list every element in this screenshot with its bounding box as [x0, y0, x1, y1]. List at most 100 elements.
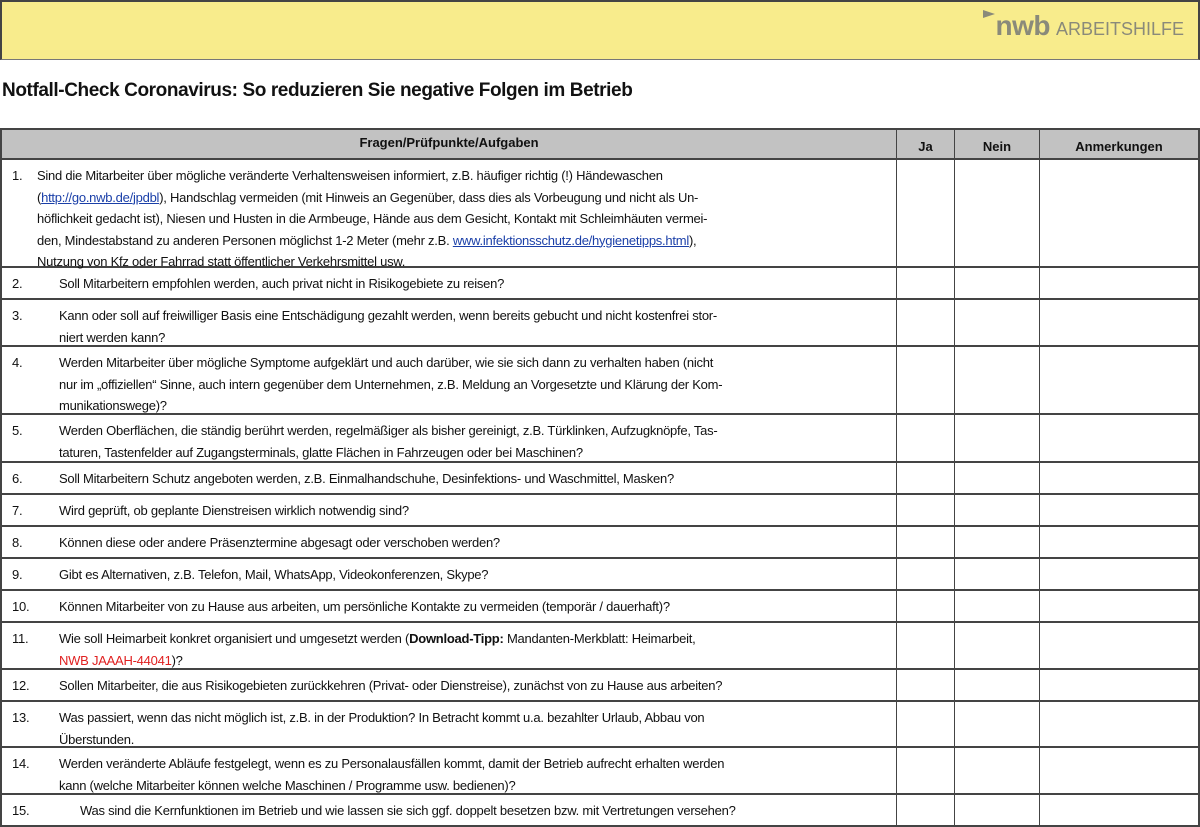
text-line: Werden veränderte Abläufe festgelegt, we… — [59, 753, 896, 775]
text-segment: Was sind die Kernfunktionen im Betrieb u… — [80, 803, 736, 818]
column-header-questions: Fragen/Prüfpunkte/Aufgaben — [2, 130, 897, 158]
anmerkungen-cell[interactable] — [1040, 463, 1198, 493]
ja-cell[interactable] — [897, 623, 955, 668]
ja-cell[interactable] — [897, 527, 955, 557]
question-text: Können diese oder andere Präsenztermine … — [2, 532, 896, 554]
anmerkungen-cell[interactable] — [1040, 795, 1198, 825]
question-text: Sind die Mitarbeiter über mögliche verän… — [2, 165, 896, 273]
text-line: Was sind die Kernfunktionen im Betrieb u… — [80, 800, 896, 822]
text-segment: Was passiert, wenn das nicht möglich ist… — [59, 710, 705, 725]
nein-cell[interactable] — [955, 795, 1040, 825]
text-line: Wie soll Heimarbeit konkret organisiert … — [59, 628, 896, 650]
text-line: Was passiert, wenn das nicht möglich ist… — [59, 707, 896, 729]
ja-cell[interactable] — [897, 702, 955, 746]
ja-cell[interactable] — [897, 591, 955, 621]
nein-cell[interactable] — [955, 748, 1040, 793]
question-number: 1. — [12, 168, 23, 183]
question-cell: 9. Gibt es Alternativen, z.B. Telefon, Ma… — [2, 559, 897, 589]
anmerkungen-cell[interactable] — [1040, 748, 1198, 793]
table-row: 2. Soll Mitarbeitern empfohlen werden, au… — [2, 268, 1198, 300]
text-segment: ), — [688, 232, 697, 248]
ja-cell[interactable] — [897, 795, 955, 825]
nein-cell[interactable] — [955, 670, 1040, 700]
question-number: 13. — [12, 710, 30, 725]
anmerkungen-cell[interactable] — [1040, 495, 1198, 525]
ja-cell[interactable] — [897, 670, 955, 700]
nein-cell[interactable] — [955, 559, 1040, 589]
text-line: taturen, Tastenfelder auf Zugangstermina… — [59, 442, 896, 464]
text-segment: Wie soll Heimarbeit konkret organisiert … — [59, 631, 410, 646]
anmerkungen-cell[interactable] — [1040, 623, 1198, 668]
nein-cell[interactable] — [955, 415, 1040, 461]
text-segment: Kann oder soll auf freiwilliger Basis ei… — [59, 308, 717, 323]
anmerkungen-cell[interactable] — [1040, 591, 1198, 621]
text-segment: niert werden kann? — [59, 329, 166, 345]
table-row: 7. Wird geprüft, ob geplante Dienstreisen… — [2, 495, 1198, 527]
ja-cell[interactable] — [897, 300, 955, 345]
nein-cell[interactable] — [955, 463, 1040, 493]
nein-cell[interactable] — [955, 591, 1040, 621]
question-cell: 4. Werden Mitarbeiter über mögliche Sympt… — [2, 347, 897, 413]
nein-cell[interactable] — [955, 623, 1040, 668]
ja-cell[interactable] — [897, 160, 955, 266]
nein-cell[interactable] — [955, 702, 1040, 746]
link[interactable]: http://go.nwb.de/jpdbl — [41, 189, 160, 205]
nein-cell[interactable] — [955, 347, 1040, 413]
text-segment: Werden Oberflächen, die ständig berührt … — [59, 423, 718, 438]
text-segment: Werden Mitarbeiter über mögliche Symptom… — [59, 355, 714, 370]
question-number: 11. — [12, 631, 29, 646]
table-row: 5. Werden Oberflächen, die ständig berühr… — [2, 415, 1198, 463]
question-number: 7. — [12, 503, 23, 518]
nein-cell[interactable] — [955, 527, 1040, 557]
text-line: Sollen Mitarbeiter, die aus Risikogebiet… — [59, 675, 896, 697]
ja-cell[interactable] — [897, 415, 955, 461]
table-row: 15. Was sind die Kernfunktionen im Betrie… — [2, 795, 1198, 827]
anmerkungen-cell[interactable] — [1040, 527, 1198, 557]
ja-cell[interactable] — [897, 748, 955, 793]
anmerkungen-cell[interactable] — [1040, 670, 1198, 700]
nein-cell[interactable] — [955, 495, 1040, 525]
anmerkungen-cell[interactable] — [1040, 268, 1198, 298]
question-cell: 14. Werden veränderte Abläufe festgelegt,… — [2, 748, 897, 793]
question-cell: 11. Wie soll Heimarbeit konkret organisie… — [2, 623, 897, 668]
table-row: 1. Sind die Mitarbeiter über mögliche ver… — [2, 160, 1198, 269]
text-segment: ), Handschlag vermeiden (mit Hinweis an … — [159, 189, 699, 205]
question-cell: 13. Was passiert, wenn das nicht möglich … — [2, 702, 897, 747]
table-row: 10. Können Mitarbeiter von zu Hause aus a… — [2, 591, 1198, 623]
text-line: munikationswege)? — [59, 395, 896, 417]
nein-cell[interactable] — [955, 268, 1040, 298]
anmerkungen-cell[interactable] — [1040, 160, 1198, 266]
nein-cell[interactable] — [955, 300, 1040, 345]
triangle-icon — [983, 10, 996, 18]
question-text: Wird geprüft, ob geplante Dienstreisen w… — [2, 500, 896, 522]
question-cell: 3. Kann oder soll auf freiwilliger Basis … — [2, 300, 897, 345]
text-segment: Mandanten-Merkblatt: Heimarbeit, — [503, 631, 696, 646]
text-line: kann (welche Mitarbeiter können welche M… — [59, 775, 896, 797]
nein-cell[interactable] — [955, 160, 1040, 266]
ja-cell[interactable] — [897, 559, 955, 589]
question-number: 12. — [12, 678, 30, 693]
text-line: (http://go.nwb.de/jpdbl), Handschlag ver… — [37, 187, 896, 209]
ja-cell[interactable] — [897, 495, 955, 525]
text-line: Werden Mitarbeiter über mögliche Symptom… — [59, 352, 896, 374]
anmerkungen-cell[interactable] — [1040, 300, 1198, 345]
checklist-table: Fragen/Prüfpunkte/Aufgaben Ja Nein Anmer… — [0, 128, 1200, 827]
question-text: Können Mitarbeiter von zu Hause aus arbe… — [2, 596, 896, 618]
text-segment: nur im „offiziellen“ Sinne, auch intern … — [59, 376, 723, 392]
text-segment: Wird geprüft, ob geplante Dienstreisen w… — [59, 503, 409, 518]
text-segment: den, Mindestabstand zu anderen Personen … — [37, 232, 453, 248]
text-segment: ( — [37, 189, 42, 205]
anmerkungen-cell[interactable] — [1040, 559, 1198, 589]
ja-cell[interactable] — [897, 268, 955, 298]
question-number: 10. — [12, 599, 30, 614]
text-segment: Können Mitarbeiter von zu Hause aus arbe… — [59, 599, 670, 614]
column-header-ja: Ja — [897, 130, 955, 158]
anmerkungen-cell[interactable] — [1040, 415, 1198, 461]
question-number: 15. — [12, 803, 30, 818]
link[interactable]: www.infektionsschutz.de/hygienetipps.htm… — [452, 232, 689, 248]
ja-cell[interactable] — [897, 463, 955, 493]
question-number: 5. — [12, 423, 23, 438]
anmerkungen-cell[interactable] — [1040, 702, 1198, 746]
anmerkungen-cell[interactable] — [1040, 347, 1198, 413]
ja-cell[interactable] — [897, 347, 955, 413]
